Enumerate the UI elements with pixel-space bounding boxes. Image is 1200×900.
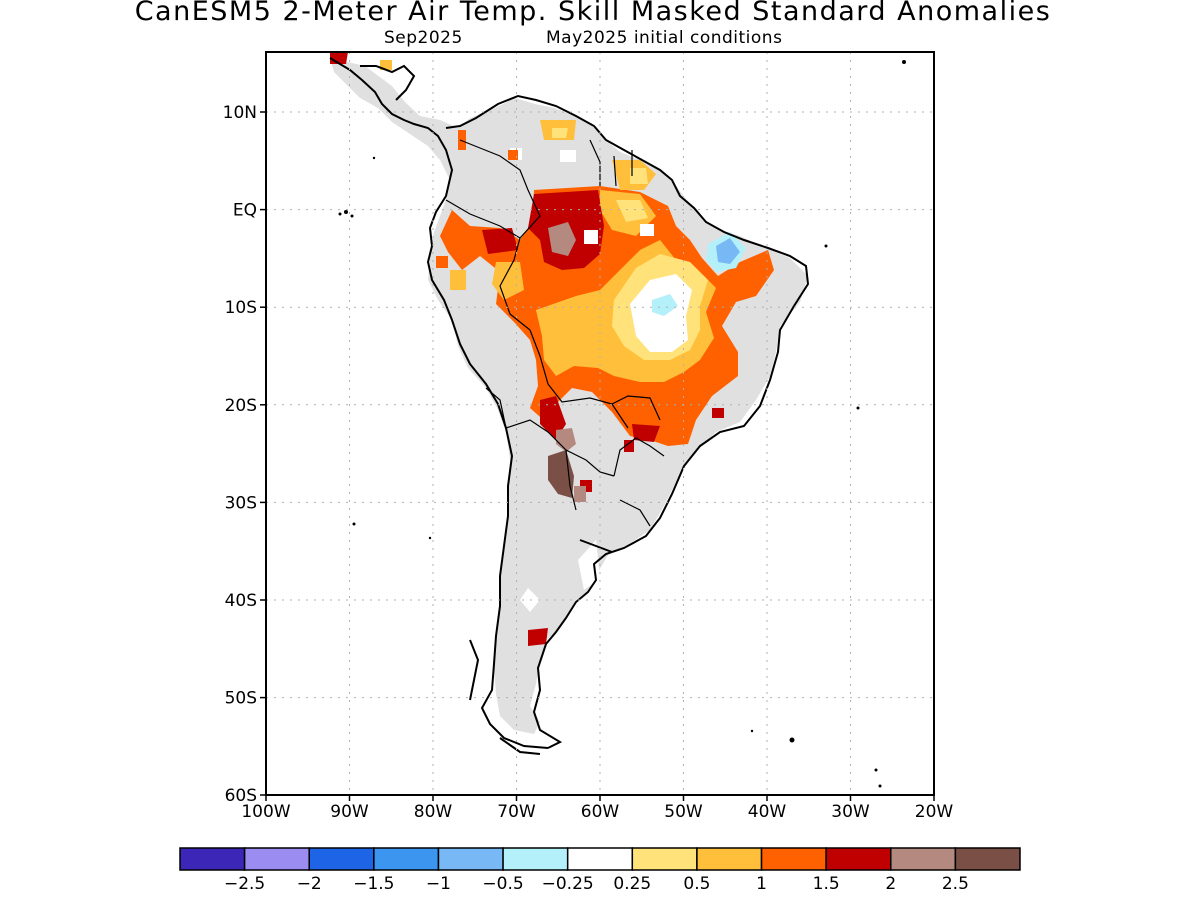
lon-label: 20W bbox=[915, 802, 954, 822]
country-borders bbox=[445, 139, 665, 527]
colorbar-swatch bbox=[308, 847, 375, 871]
lon-label: 70W bbox=[497, 802, 536, 822]
colorbar-swatch bbox=[631, 847, 698, 871]
colorbar-label: 2 bbox=[885, 874, 896, 894]
colorbar-swatch bbox=[502, 847, 569, 871]
map-title: CanESM5 2-Meter Air Temp. Skill Masked S… bbox=[134, 0, 1052, 27]
latitude-axis: 10N EQ 10S 20S 30S 40S 50S 60S bbox=[223, 103, 266, 806]
colorbar-swatch bbox=[437, 847, 504, 871]
colorbar-label: 1.5 bbox=[813, 874, 840, 894]
colorbar-label: −0.25 bbox=[542, 874, 594, 894]
colorbar-swatch bbox=[954, 847, 1021, 871]
lon-label: 90W bbox=[330, 802, 369, 822]
colorbar-label: 0.25 bbox=[613, 874, 651, 894]
lon-label: 80W bbox=[414, 802, 453, 822]
colorbar: −2.5 −2 −1.5 −1 −0.5 −0.25 0.25 0.5 1 1.5 2 2.5 bbox=[179, 847, 1021, 894]
colorbar-label: −2.5 bbox=[224, 874, 265, 894]
forecast-month: Sep2025 bbox=[384, 28, 463, 48]
initial-conditions: May2025 initial conditions bbox=[546, 28, 783, 48]
colorbar-label: 1 bbox=[756, 874, 767, 894]
lat-label: 40S bbox=[225, 591, 257, 611]
colorbar-swatch bbox=[179, 847, 246, 871]
lat-label: 10S bbox=[225, 298, 257, 318]
lon-label: 40W bbox=[748, 802, 787, 822]
lat-label: 50S bbox=[225, 689, 257, 709]
lat-label: 60S bbox=[225, 786, 257, 806]
colorbar-label: 0.5 bbox=[683, 874, 710, 894]
colorbar-label: 2.5 bbox=[942, 874, 969, 894]
colorbar-swatch bbox=[825, 847, 892, 871]
colorbar-swatch bbox=[890, 847, 957, 871]
colorbar-swatch bbox=[760, 847, 827, 871]
lon-label: 60W bbox=[581, 802, 620, 822]
colorbar-swatch bbox=[243, 847, 310, 871]
lat-label: 10N bbox=[223, 103, 257, 123]
lat-label: 20S bbox=[225, 396, 257, 416]
lon-label: 30W bbox=[831, 802, 870, 822]
lat-label: 30S bbox=[225, 493, 257, 513]
lon-label: 100W bbox=[241, 802, 290, 822]
lat-label: EQ bbox=[233, 201, 257, 221]
colorbar-label: −0.5 bbox=[482, 874, 523, 894]
colorbar-label: −1.5 bbox=[353, 874, 394, 894]
colorbar-label: −2 bbox=[297, 874, 322, 894]
coastline bbox=[329, 57, 810, 755]
colorbar-swatch bbox=[566, 847, 634, 871]
colorbar-label: −1 bbox=[426, 874, 451, 894]
islands bbox=[338, 60, 906, 788]
colorbar-swatch bbox=[696, 847, 763, 871]
longitude-axis: 100W 90W 80W 70W 60W 50W 40W 30W 20W bbox=[241, 795, 953, 822]
colorbar-swatch bbox=[373, 847, 440, 871]
map-plot-area bbox=[266, 52, 934, 795]
lon-label: 50W bbox=[664, 802, 703, 822]
